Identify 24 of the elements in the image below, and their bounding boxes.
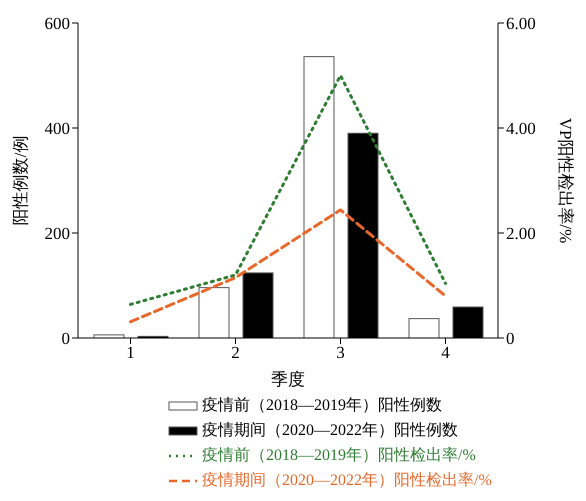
y-tick-label: 0 — [62, 329, 70, 348]
line-series — [129, 74, 447, 306]
bar — [304, 56, 334, 338]
legend-label: 疫情期间（2020—2022年）阳性检出率/% — [202, 470, 492, 491]
y2-axis-title: VP阳性检出率/% — [556, 118, 575, 244]
legend-label: 疫情前（2018—2019年）阳性例数 — [202, 396, 442, 416]
y-tick-label: 600 — [44, 14, 70, 34]
x-tick-label: 3 — [336, 343, 345, 362]
y-tick-label: 400 — [44, 119, 70, 138]
y2-tick-label: 6.00 — [506, 14, 536, 34]
y-axis-title: 阳性例数/例 — [11, 136, 30, 226]
x-tick-label: 4 — [441, 343, 450, 362]
line-series — [129, 208, 447, 324]
y-tick-label: 200 — [44, 224, 70, 244]
bar — [408, 318, 440, 338]
legend-label: 疫情期间（2020—2022年）阳性例数 — [202, 420, 458, 441]
y2-tick-label: 2.00 — [506, 224, 536, 244]
x-tick-label: 1 — [126, 343, 135, 362]
x-tick-label: 2 — [231, 343, 240, 362]
y2-tick-label: 4.00 — [506, 119, 536, 138]
y2-tick-label: 0 — [506, 329, 514, 348]
legend-label: 疫情前（2018—2019年）阳性检出率/% — [202, 446, 476, 466]
x-axis-title: 季度 — [271, 370, 305, 389]
bar — [198, 287, 230, 338]
